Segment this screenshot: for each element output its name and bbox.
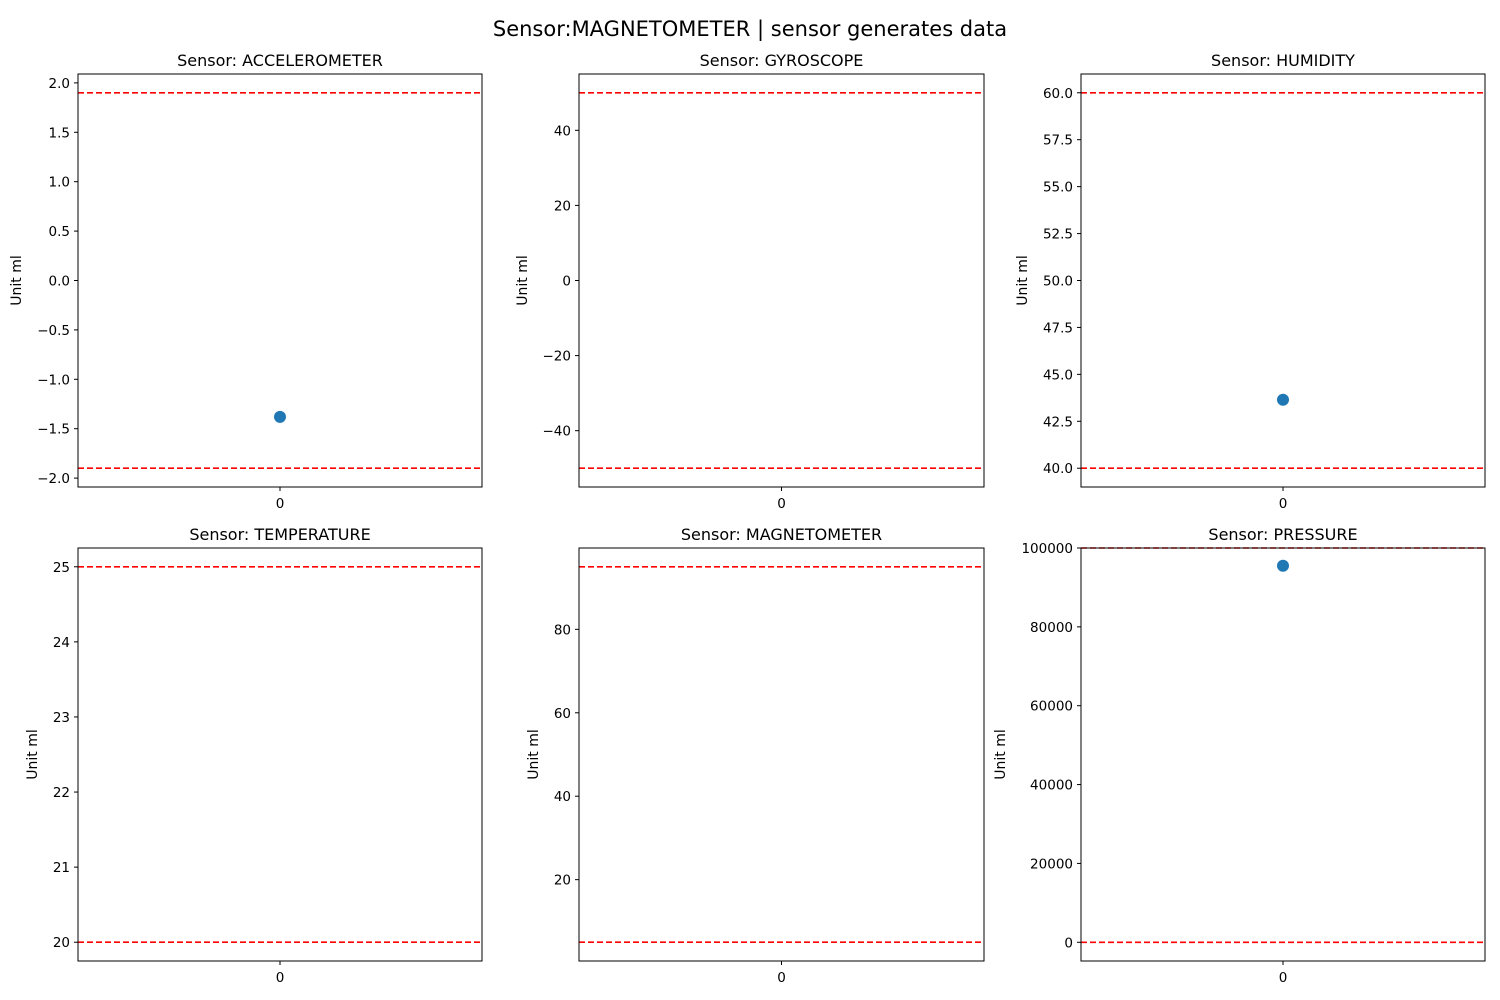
subplot-temperature: Sensor: TEMPERATURE Unit ml 20 21 22 23 24 25 0 [25,525,483,986]
y-tick-label: −40 [543,424,572,440]
y-tick-label: 40.0 [1043,461,1073,477]
y-tick-label: 60.0 [1043,86,1073,102]
y-tick-label: 0 [562,274,571,290]
y-tick-label: 80000 [1030,620,1073,636]
y-axis-label: Unit ml [526,729,542,779]
y-tick-label: −1.0 [37,372,70,388]
y-tick-label: 80 [554,622,571,638]
y-tick-label: 0.0 [49,274,70,290]
y-tick-label: −1.5 [37,422,70,438]
y-tick-label: 20 [554,873,571,889]
data-point [274,410,286,423]
subplot-magnetometer: Sensor: MAGNETOMETER Unit ml 20 40 60 80 0 [526,525,985,986]
subplot-title: Sensor: MAGNETOMETER [681,525,882,544]
data-point [1277,393,1289,406]
y-tick-label: 42.5 [1043,414,1073,430]
y-tick-label: 40000 [1030,778,1073,794]
x-tick-label: 0 [1279,970,1288,986]
x-tick-label: 0 [1279,496,1288,512]
y-tick-label: 25 [53,560,70,576]
y-tick-label: 40 [554,123,571,139]
data-point [1277,559,1289,572]
y-tick-label: 100000 [1021,541,1073,557]
y-tick-label: 60000 [1030,699,1073,715]
subplot-title: Sensor: PRESSURE [1208,525,1357,544]
y-tick-label: −0.5 [37,323,70,339]
subplot-accelerometer: Sensor: ACCELEROMETER Unit ml −2.0 −1.5 −1.0… [9,51,483,512]
axes-frame [578,73,985,488]
y-axis-label: Unit ml [1015,255,1031,305]
axes-frame [77,73,483,488]
y-tick-label: 55.0 [1043,180,1073,196]
y-tick-label: 52.5 [1043,227,1073,243]
x-tick-label: 0 [276,970,285,986]
y-tick-label: 21 [53,860,70,876]
axes-frame [1080,547,1486,962]
y-tick-label: 22 [53,785,70,801]
y-axis-label: Unit ml [993,729,1009,779]
y-tick-label: 60 [554,706,571,722]
subplot-title: Sensor: GYROSCOPE [700,51,864,70]
x-tick-label: 0 [777,496,786,512]
y-tick-label: 1.0 [49,175,70,191]
y-tick-label: 0.5 [49,224,70,240]
y-axis-label: Unit ml [515,255,531,305]
y-tick-label: 24 [53,635,70,651]
subplot-title: Sensor: ACCELEROMETER [177,51,383,70]
y-tick-label: 0 [1064,935,1073,951]
x-tick-label: 0 [777,970,786,986]
y-tick-label: −2.0 [37,471,70,487]
subplot-gyroscope: Sensor: GYROSCOPE Unit ml −40 −20 0 20 40 0 [515,51,985,512]
axes-frame [1080,73,1486,488]
y-axis-label: Unit ml [25,729,41,779]
y-axis-label: Unit ml [9,255,25,305]
y-tick-label: 23 [53,710,70,726]
y-tick-label: 20 [53,935,70,951]
y-tick-label: 20000 [1030,856,1073,872]
y-tick-label: 50.0 [1043,274,1073,290]
y-tick-label: 1.5 [49,125,70,141]
y-tick-label: 2.0 [49,76,70,92]
subplot-pressure: Sensor: PRESSURE Unit ml 0 20000 40000 60000 8… [993,525,1486,986]
axes-frame [578,547,985,962]
y-tick-label: 40 [554,789,571,805]
subplot-humidity: Sensor: HUMIDITY Unit ml 40.0 42.5 45.0 47.5 5… [1015,51,1486,512]
y-tick-label: 45.0 [1043,367,1073,383]
axes-frame [77,547,483,962]
y-tick-label: 57.5 [1043,133,1073,149]
subplot-title: Sensor: TEMPERATURE [189,525,370,544]
subplot-title: Sensor: HUMIDITY [1211,51,1355,70]
x-tick-label: 0 [276,496,285,512]
y-tick-label: 47.5 [1043,320,1073,336]
figure-title: Sensor:MAGNETOMETER | sensor generates d… [492,17,1008,41]
y-tick-label: −20 [543,349,572,365]
y-tick-label: 20 [554,198,571,214]
